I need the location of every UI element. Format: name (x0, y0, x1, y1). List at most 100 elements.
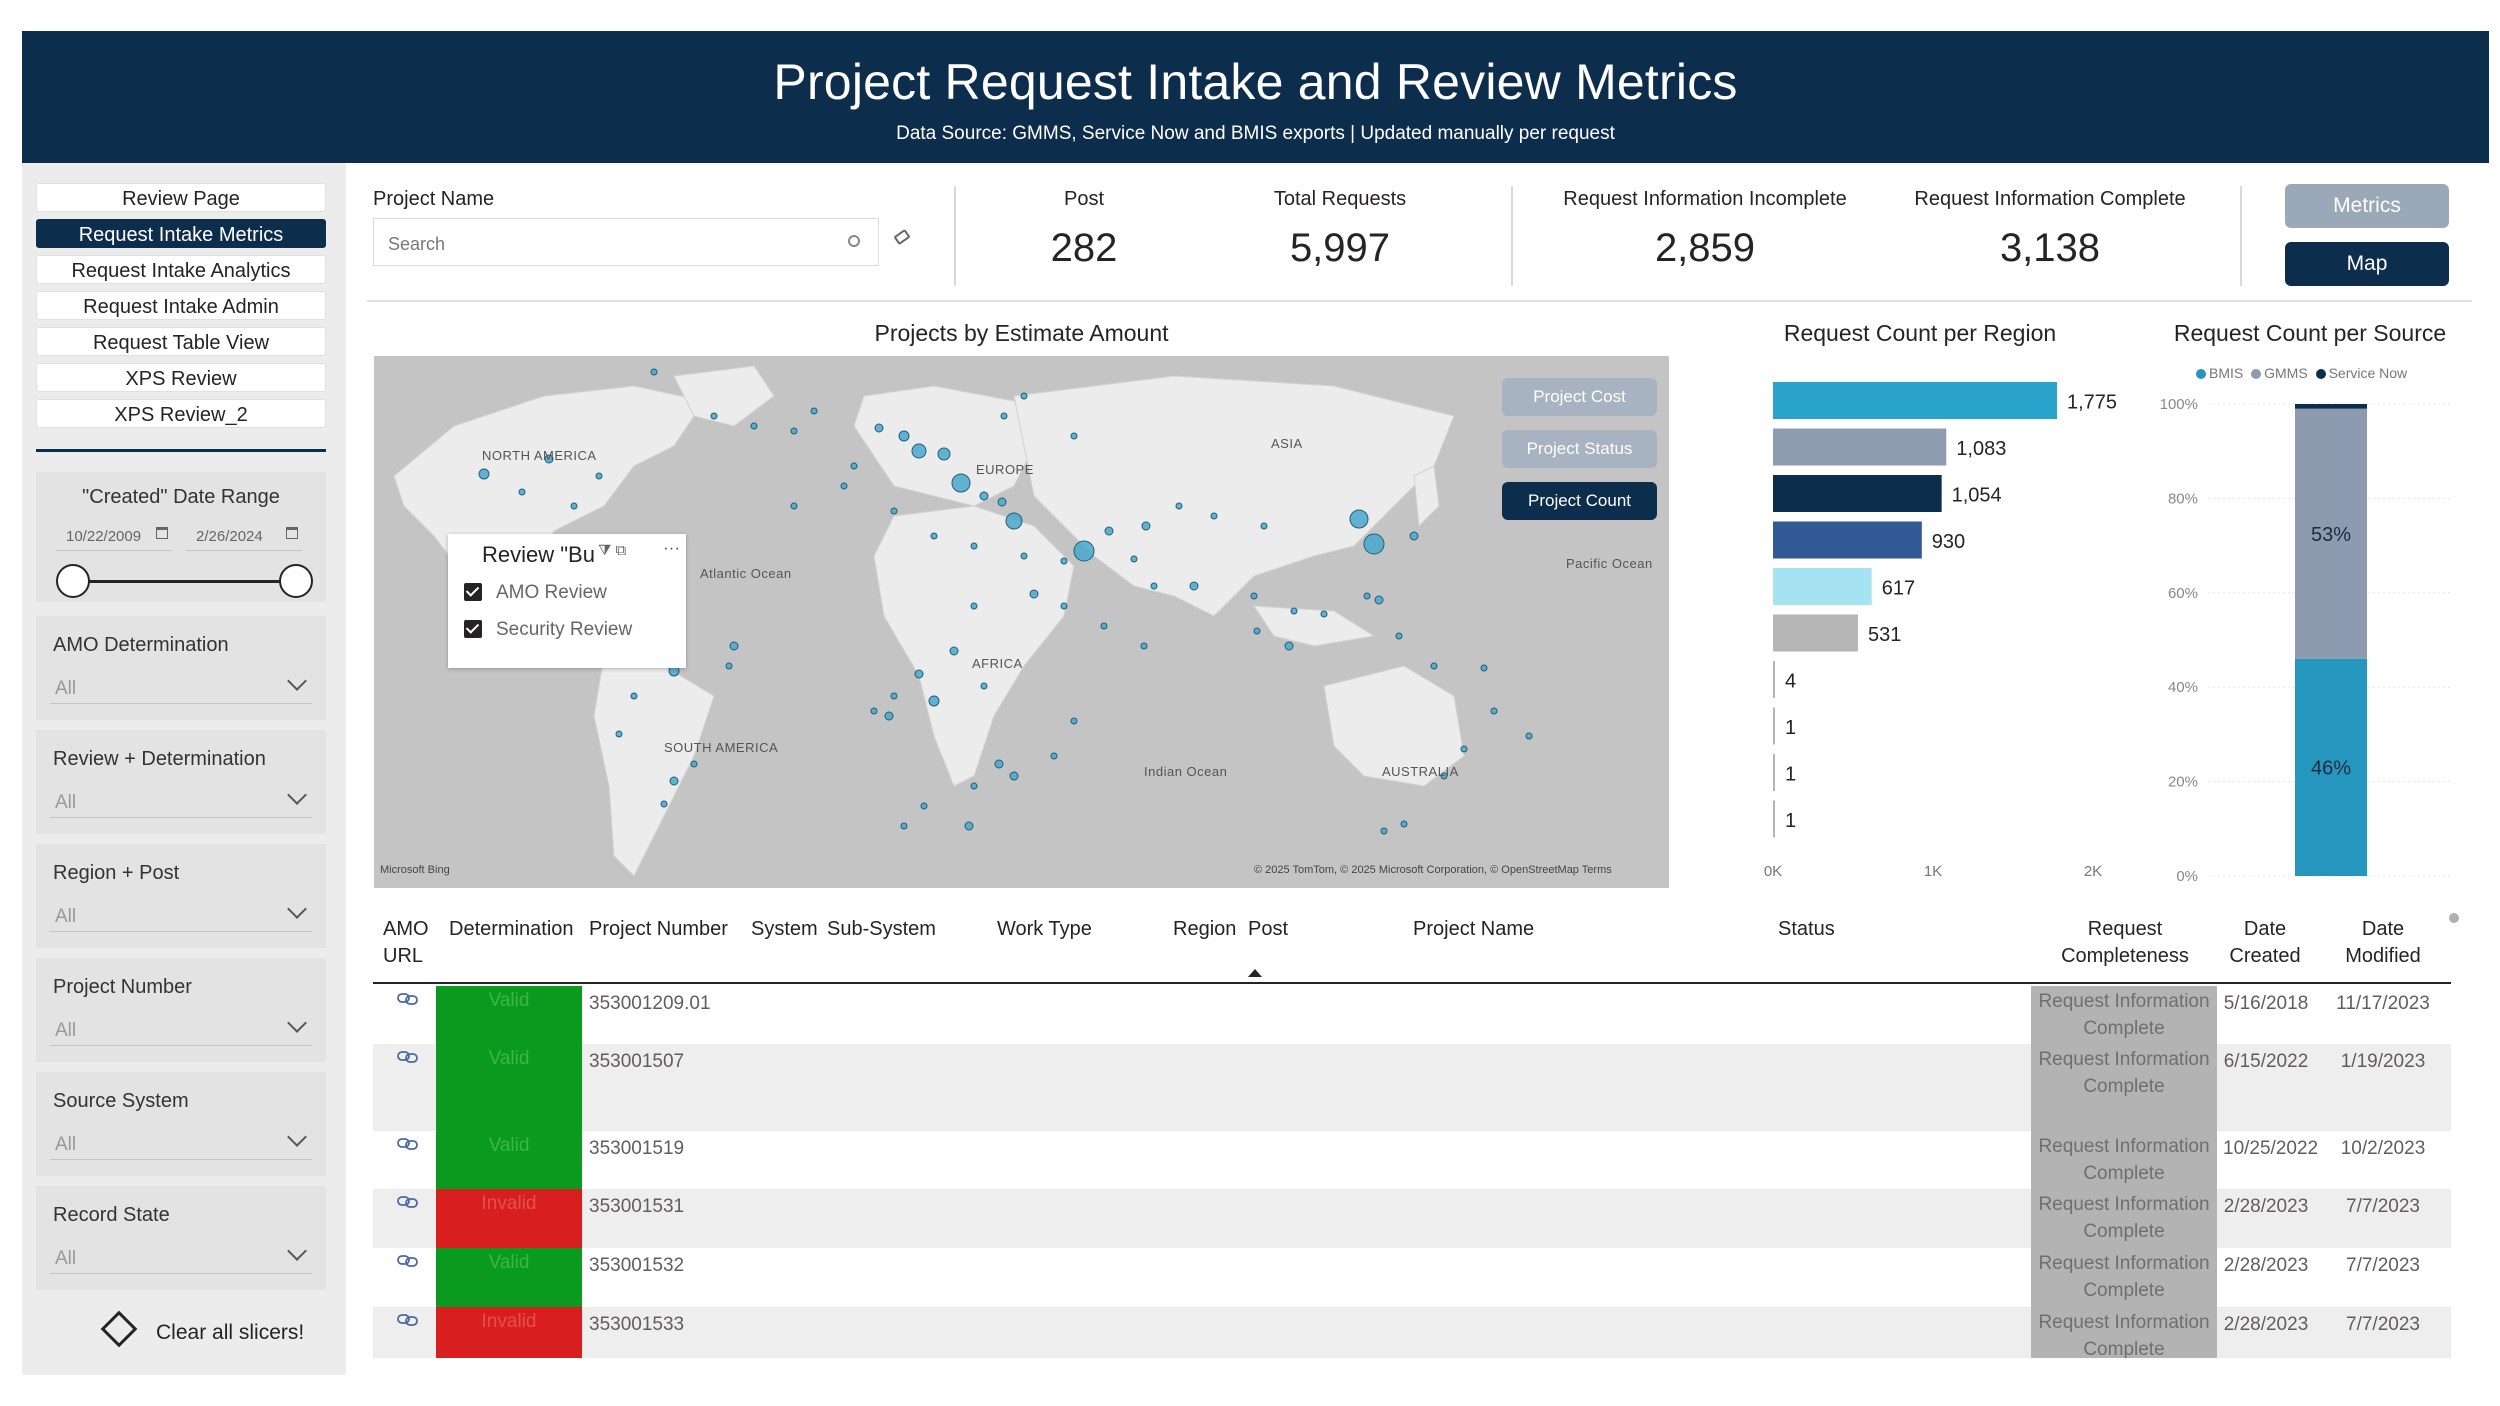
slicer-label: Record State (53, 1204, 170, 1226)
map-point (544, 454, 554, 464)
amo-review-checkbox[interactable]: AMO Review (464, 582, 607, 604)
determination-cell: Invalid (436, 1189, 582, 1248)
nav-divider (36, 449, 326, 452)
source-system-dropdown[interactable]: All (50, 1122, 312, 1160)
link-icon[interactable] (397, 992, 419, 1005)
slicer-value: All (55, 906, 77, 927)
table-row[interactable]: Invalid 353001531 Request Information Comp… (373, 1189, 2451, 1248)
map-page-button[interactable]: Map (2285, 242, 2449, 286)
world-map-svg (393, 365, 1533, 877)
map-credit[interactable]: © 2025 TomTom, © 2025 Microsoft Corporat… (1254, 864, 1612, 876)
table-row[interactable]: Invalid 353001533 Request Information Comp… (373, 1307, 2451, 1358)
clear-filter-icon[interactable] (893, 228, 911, 246)
map-point (911, 443, 927, 459)
col-header-amo-url[interactable]: AMO URL (383, 918, 429, 967)
filter-icon[interactable]: ⧩ ⧉ (598, 542, 627, 559)
date-range-track (72, 580, 296, 583)
kpi-divider (2240, 186, 2242, 286)
col-header-determination[interactable]: Determination (449, 918, 574, 940)
nav-request-intake-metrics-button[interactable]: Request Intake Metrics (36, 219, 326, 248)
col-header-system[interactable]: System (751, 918, 818, 940)
source-y-tick-label: 100% (2160, 396, 2198, 413)
date-range-end-handle[interactable] (279, 564, 313, 598)
determination-cell: Invalid (436, 1307, 582, 1358)
bing-logo: Microsoft Bing (380, 864, 450, 876)
nav-review-page-button[interactable]: Review Page (36, 183, 326, 212)
col-header-region[interactable]: Region (1173, 918, 1237, 940)
link-icon[interactable] (397, 1254, 419, 1267)
nav-xps-review-button[interactable]: XPS Review (36, 363, 326, 392)
project-count-button[interactable]: Project Count (1502, 482, 1657, 520)
project-number-dropdown[interactable]: All (50, 1008, 312, 1046)
region-bar (1773, 428, 1947, 466)
calendar-icon[interactable] (156, 527, 168, 539)
clear-all-slicers-button[interactable]: Clear all slicers! (82, 1310, 312, 1354)
map-label-south-america: SOUTH AMERICA (664, 740, 779, 755)
project-cost-button[interactable]: Project Cost (1502, 378, 1657, 416)
table-row[interactable]: Valid 353001532 Request Information Comple… (373, 1248, 2451, 1307)
map-point (949, 646, 959, 656)
date-range-label: "Created" Date Range (82, 486, 280, 508)
nav-xps-review-2-button[interactable]: XPS Review_2 (36, 399, 326, 428)
review-determination-slicer: Review + Determination All (36, 730, 326, 834)
table-row[interactable]: Valid 353001507 Request Information Comple… (373, 1044, 2451, 1131)
calendar-icon[interactable] (286, 527, 298, 539)
table-row[interactable]: Valid 353001519 Request Information Comple… (373, 1131, 2451, 1189)
map-label-north-america: NORTH AMERICA (482, 448, 597, 463)
table-scrollbar[interactable] (2449, 913, 2459, 923)
map-point (890, 692, 898, 700)
project-status-button[interactable]: Project Status (1502, 430, 1657, 468)
link-icon[interactable] (397, 1195, 419, 1208)
chevron-down-icon (287, 1241, 307, 1261)
region-bar-label: 930 (1932, 531, 1965, 553)
col-header-project-number[interactable]: Project Number (589, 918, 728, 940)
slicer-value: All (55, 1248, 77, 1269)
review-determination-dropdown[interactable]: All (50, 780, 312, 818)
region-x-tick-label: 0K (1764, 863, 1782, 880)
project-name-filter-label: Project Name (373, 188, 495, 210)
request-completeness-cell: Request Information Complete (2031, 1248, 2217, 1307)
map-point (1363, 533, 1385, 555)
start-date-input[interactable]: 10/22/2009 (56, 521, 172, 551)
col-header-project-name[interactable]: Project Name (1413, 918, 1535, 940)
link-icon[interactable] (397, 1137, 419, 1150)
region-post-dropdown[interactable]: All (50, 894, 312, 932)
map-point (874, 423, 884, 433)
col-header-status[interactable]: Status (1778, 918, 1835, 940)
end-date-input[interactable]: 2/26/2024 (186, 521, 302, 551)
project-name-search-input[interactable]: Search (373, 218, 879, 266)
col-header-work-type[interactable]: Work Type (997, 918, 1092, 940)
map-point (1363, 592, 1371, 600)
link-icon[interactable] (397, 1313, 419, 1326)
amo-determination-dropdown[interactable]: All (50, 666, 312, 704)
slicer-value: All (55, 678, 77, 699)
projects-map[interactable]: NORTH AMERICA EUROPE ASIA AFRICA SOUTH A… (374, 356, 1669, 888)
map-point (1130, 555, 1138, 563)
kpi-divider (1511, 186, 1513, 286)
map-point (1490, 707, 1498, 715)
record-state-dropdown[interactable]: All (50, 1236, 312, 1274)
nav-request-table-view-button[interactable]: Request Table View (36, 327, 326, 356)
source-segment-service-now (2295, 404, 2367, 409)
link-icon[interactable] (397, 1050, 419, 1063)
more-options-icon[interactable]: ··· (663, 538, 680, 557)
col-header-post[interactable]: Post (1248, 918, 1289, 940)
map-point (1210, 512, 1218, 520)
date-range-start-handle[interactable] (56, 564, 90, 598)
metrics-page-button[interactable]: Metrics (2285, 184, 2449, 228)
col-header-request-completeness[interactable]: Request Completeness (2061, 918, 2189, 967)
sort-ascending-icon[interactable] (1248, 969, 1262, 977)
map-point (570, 502, 578, 510)
table-row[interactable]: Valid 353001209.01 Request Information Com… (373, 986, 2451, 1044)
security-review-checkbox[interactable]: Security Review (464, 619, 632, 641)
incomplete-kpi-value: 2,859 (1654, 226, 1756, 270)
col-header-sub-system[interactable]: Sub-System (827, 918, 936, 940)
map-point (1070, 432, 1078, 440)
legend-label-gmms: GMMS (2264, 365, 2308, 381)
col-header-date-created[interactable]: Date Created (2229, 918, 2301, 967)
col-header-date-modified[interactable]: Date Modified (2345, 918, 2421, 967)
source-segment-bmis (2295, 658, 2367, 876)
nav-request-intake-analytics-button[interactable]: Request Intake Analytics (36, 255, 326, 284)
nav-request-intake-admin-button[interactable]: Request Intake Admin (36, 291, 326, 320)
chevron-down-icon (287, 671, 307, 691)
